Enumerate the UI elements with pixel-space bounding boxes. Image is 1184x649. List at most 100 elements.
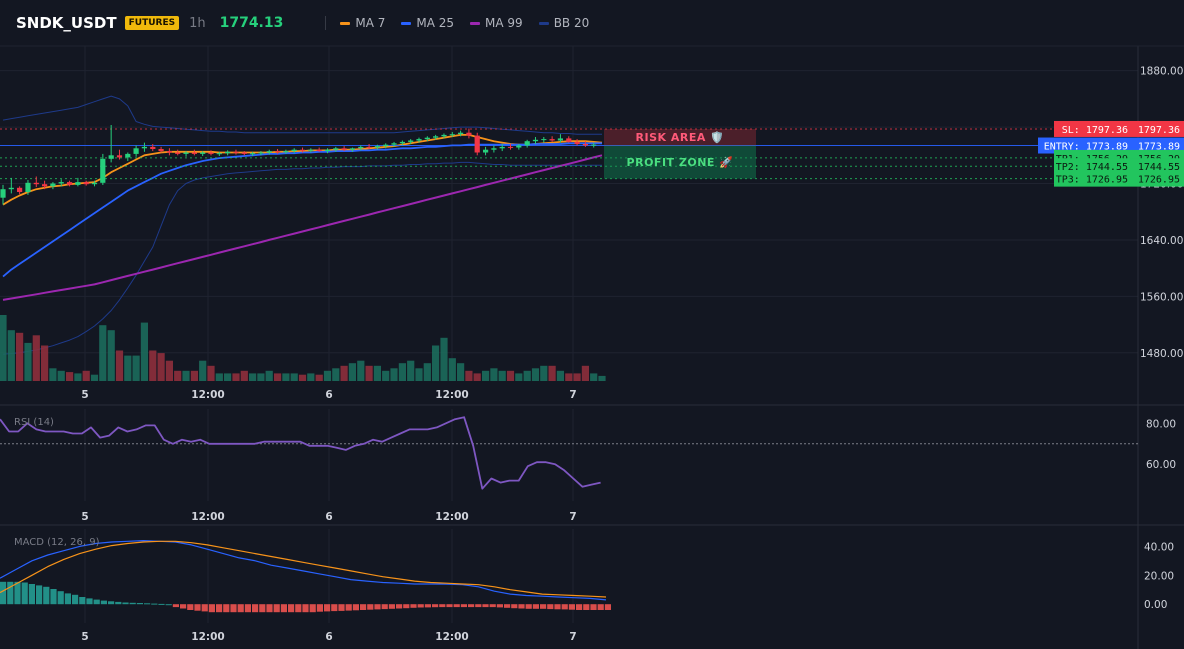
candle-body	[582, 144, 588, 146]
volume-bar	[448, 358, 456, 381]
bb-lower-line	[2, 161, 602, 355]
volume-bar	[99, 325, 107, 381]
candle-body	[241, 152, 247, 154]
volume-bar	[548, 365, 556, 381]
volume-bar	[182, 370, 190, 381]
legend-ma25[interactable]: MA 25	[401, 16, 454, 30]
candle-body	[408, 140, 414, 142]
macd-histogram-bar	[302, 604, 309, 613]
candle-body	[258, 152, 264, 154]
candle-body	[349, 148, 355, 150]
futures-badge: FUTURES	[124, 16, 180, 30]
volume-bar	[174, 370, 182, 381]
macd-histogram-bar	[547, 604, 554, 610]
price-tick-label: 1640.00	[1140, 235, 1183, 247]
level-price-tp3: 1726.95	[1138, 175, 1180, 186]
level-tag-sl	[1054, 120, 1133, 137]
candle-body	[574, 141, 580, 144]
macd-histogram-bar	[338, 604, 345, 611]
macd-histogram-bar	[64, 593, 71, 605]
profit-zone-box	[604, 145, 756, 179]
volume-bar	[32, 335, 40, 381]
trade-level-lines	[0, 128, 1138, 180]
candle-body	[8, 187, 14, 190]
volume-bar	[323, 370, 332, 381]
macd-histogram-bar	[100, 600, 107, 605]
bb-upper-line	[2, 95, 602, 135]
candle-body	[133, 148, 139, 154]
macd-histogram-bar	[597, 604, 604, 610]
macd-pane[interactable]: MACD (12, 26, 9)	[0, 537, 611, 613]
volume-bar	[590, 373, 598, 381]
macd-histogram-bar	[136, 603, 143, 605]
macd-histogram-bar	[345, 604, 352, 611]
ma99-line	[2, 154, 603, 301]
volume-bar	[207, 365, 215, 381]
candle-body	[100, 158, 106, 183]
volume-bar	[165, 360, 173, 381]
candlesticks[interactable]	[0, 124, 597, 205]
macd-histogram-bar	[237, 604, 244, 613]
macd-histogram-bar	[540, 604, 547, 609]
legend-ma99[interactable]: MA 99	[470, 16, 523, 30]
time-tick-label: 12:00	[435, 511, 468, 523]
macd-histogram-bar	[468, 604, 475, 608]
macd-histogram-bar	[410, 604, 417, 608]
volume-bar	[531, 368, 540, 381]
volume-bar	[41, 345, 49, 381]
candle-body	[416, 139, 422, 141]
macd-histogram-bar	[352, 604, 359, 611]
macd-pane-title: MACD (12, 26, 9)	[14, 537, 100, 548]
volume-bar	[157, 353, 165, 381]
legend-ma7[interactable]: MA 7	[340, 16, 385, 30]
header-divider	[325, 16, 327, 30]
macd-histogram-bar	[223, 604, 230, 613]
volume-bar	[0, 315, 7, 381]
legend-bb20[interactable]: BB 20	[538, 16, 590, 30]
volume-bar	[373, 365, 381, 381]
candle-body	[33, 182, 39, 185]
candle-body	[333, 148, 339, 150]
candle-body	[83, 182, 89, 185]
macd-histogram-bar	[0, 581, 7, 605]
time-tick-label: 6	[325, 511, 332, 523]
macd-histogram-bar	[165, 604, 172, 606]
volume-bar	[423, 363, 431, 381]
volume-bar	[224, 373, 232, 381]
macd-histogram-bar	[518, 604, 525, 609]
candle-body	[491, 148, 497, 150]
time-tick-label: 12:00	[191, 511, 224, 523]
symbol-name[interactable]: SNDK_USDT	[16, 14, 117, 32]
price-tags: SL: 1797.36 1797.36 ENTRY: 1773.89 1773.89 T…	[1038, 120, 1184, 187]
candle-body	[516, 145, 522, 148]
candle-body	[200, 152, 206, 154]
level-price-tag-tp2	[1133, 158, 1184, 175]
volume-bar	[357, 360, 365, 381]
candle-body	[474, 135, 480, 153]
volume-bar	[315, 374, 323, 381]
macd-histogram-bar	[244, 604, 251, 613]
candle-body	[108, 155, 114, 159]
candle-body	[116, 155, 123, 158]
timeframe-label[interactable]: 1h	[189, 15, 206, 31]
legend-bb20-label: BB 20	[553, 16, 590, 30]
macd-histogram-bar	[475, 604, 482, 608]
candle-body	[25, 182, 31, 192]
macd-histogram-bar	[201, 604, 208, 612]
volume-bar	[415, 368, 423, 381]
bb20-swatch	[538, 21, 549, 25]
level-price-tag-entry	[1133, 137, 1184, 154]
volume-bar	[540, 365, 548, 381]
macd-histogram-bar	[381, 604, 388, 610]
macd-histogram-bar	[194, 604, 201, 611]
rsi-pane[interactable]: RSI (14)	[0, 416, 1138, 490]
candle-body	[557, 138, 563, 141]
macd-histogram-bar	[583, 604, 590, 610]
macd-histogram-bar	[252, 604, 259, 613]
volume-bar	[598, 375, 606, 381]
volume-bar	[257, 373, 265, 381]
volume-bar	[282, 373, 290, 381]
volume-bar	[581, 365, 589, 381]
macd-histogram-bar	[576, 604, 583, 610]
